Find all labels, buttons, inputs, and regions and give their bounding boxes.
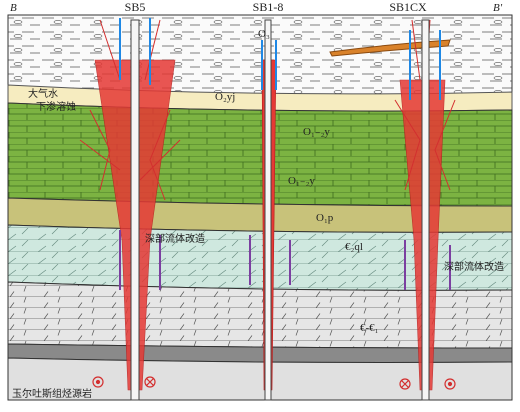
stratum-label: O₁p	[316, 212, 334, 224]
section-left: B	[10, 2, 17, 14]
deep-arrows	[119, 230, 451, 290]
annotation: 玉尔吐斯组烃源岩	[12, 387, 92, 400]
well-label: SB1CX	[389, 0, 427, 14]
boreholes	[130, 19, 430, 401]
stratum-label: O₂yj	[215, 91, 235, 103]
annotation: 大气水	[28, 87, 58, 100]
annotation: 深部流体改造	[145, 232, 205, 245]
annotation: 深部流体改造	[444, 260, 504, 273]
stratum-label: O₁₋₂y	[288, 175, 315, 187]
stratum-label: €₂ql	[345, 241, 363, 253]
meteoric-arrows	[119, 18, 441, 100]
fractures	[79, 19, 456, 201]
stratum-label: O₃	[258, 28, 270, 40]
section-right: B'	[493, 2, 503, 14]
annotation: 下渗溶蚀	[36, 100, 76, 113]
layer-e	[7, 281, 513, 349]
symbols	[92, 376, 456, 390]
well-label: SB1-8	[253, 0, 284, 14]
stratum-label: €-€₁	[360, 322, 379, 334]
stratum-label: O₁₋₂y	[303, 126, 330, 138]
lens	[329, 39, 451, 57]
well-label: SB5	[125, 0, 146, 14]
